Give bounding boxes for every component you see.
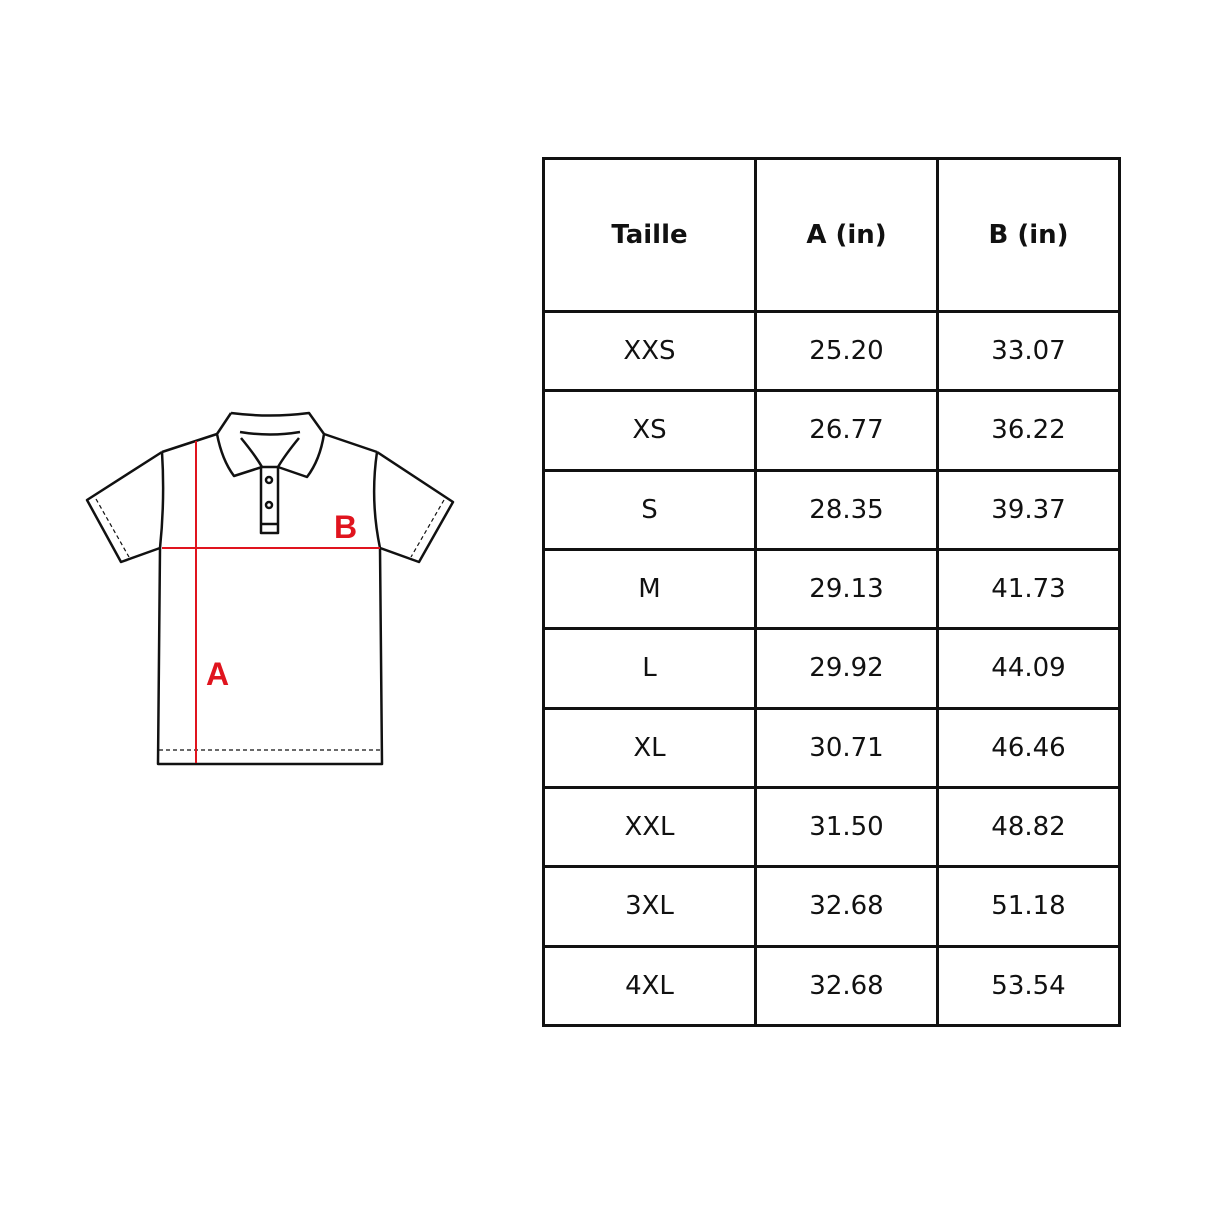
- cell-b: 48.82: [936, 785, 1121, 869]
- cell-b: 44.09: [936, 627, 1121, 710]
- table-row: XXL 31.50 48.82: [542, 785, 1121, 869]
- cell-size: XXS: [542, 309, 757, 393]
- cell-b: 39.37: [936, 468, 1121, 551]
- header-b: B (in): [936, 157, 1121, 313]
- button-icon: [264, 500, 274, 510]
- cell-a: 29.13: [754, 547, 939, 631]
- cell-b: 33.07: [936, 309, 1121, 393]
- label-a: A: [206, 656, 229, 692]
- cell-size: S: [542, 468, 757, 551]
- cell-b: 51.18: [936, 865, 1121, 948]
- cell-a: 32.68: [754, 865, 939, 948]
- table-row: S 28.35 39.37: [542, 468, 1121, 551]
- cell-size: XXL: [542, 785, 757, 869]
- cell-size: 3XL: [542, 865, 757, 948]
- cell-a: 25.20: [754, 309, 939, 393]
- placket: [259, 465, 280, 535]
- left-sleeve: [85, 450, 163, 564]
- table-row: XXS 25.20 33.07: [542, 309, 1121, 393]
- table-row: M 29.13 41.73: [542, 547, 1121, 631]
- header-size: Taille: [542, 157, 757, 313]
- size-table: Taille A (in) B (in) XXS 25.20 33.07 XS 26.7…: [542, 157, 1121, 1028]
- cell-b: 36.22: [936, 389, 1121, 472]
- cell-a: 26.77: [754, 389, 939, 472]
- collar: [215, 411, 326, 479]
- shirt-body: [156, 432, 384, 766]
- cell-size: XS: [542, 389, 757, 472]
- table-header-row: Taille A (in) B (in): [542, 157, 1121, 313]
- cell-b: 46.46: [936, 706, 1121, 789]
- button-icon: [264, 475, 274, 485]
- cell-a: 29.92: [754, 627, 939, 710]
- cell-b: 53.54: [936, 944, 1121, 1028]
- cell-b: 41.73: [936, 547, 1121, 631]
- cell-size: M: [542, 547, 757, 631]
- cell-a: 28.35: [754, 468, 939, 551]
- table-row: 4XL 32.68 53.54: [542, 944, 1121, 1028]
- cell-a: 32.68: [754, 944, 939, 1028]
- table-row: XL 30.71 46.46: [542, 706, 1121, 789]
- right-sleeve: [376, 450, 455, 564]
- cell-size: XL: [542, 706, 757, 789]
- cell-a: 30.71: [754, 706, 939, 789]
- table-row: 3XL 32.68 51.18: [542, 865, 1121, 948]
- cell-size: 4XL: [542, 944, 757, 1028]
- label-b: B: [334, 509, 357, 545]
- cell-size: L: [542, 627, 757, 710]
- table-row: L 29.92 44.09: [542, 627, 1121, 710]
- header-a: A (in): [754, 157, 939, 313]
- table-row: XS 26.77 36.22: [542, 389, 1121, 472]
- cell-a: 31.50: [754, 785, 939, 869]
